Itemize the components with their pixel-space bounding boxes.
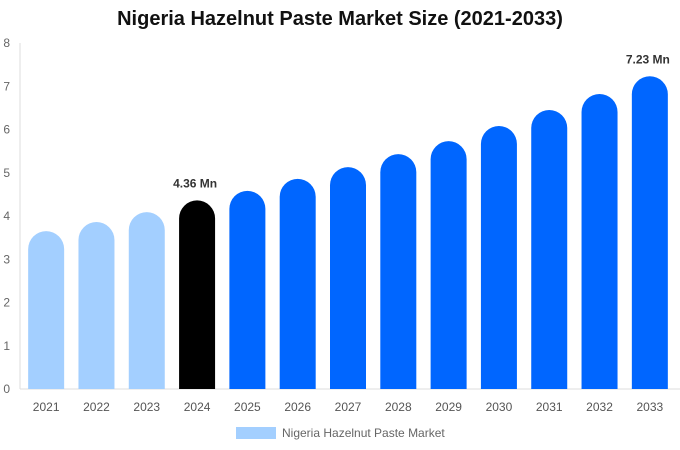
y-tick-label: 2 (3, 296, 10, 310)
x-tick-label: 2029 (435, 400, 462, 414)
bar-2024 (179, 200, 216, 389)
data-label: 4.36 Mn (173, 176, 217, 190)
x-tick-label: 2033 (636, 400, 663, 414)
bar-2027 (330, 167, 366, 389)
bar-2030 (480, 126, 517, 390)
y-tick-label: 3 (3, 252, 10, 266)
x-tick-label: 2027 (335, 400, 362, 414)
bar-2032 (581, 94, 618, 389)
x-tick-label: 2032 (586, 400, 613, 414)
data-label: 7.23 Mn (626, 52, 670, 66)
x-tick-label: 2024 (184, 400, 211, 414)
x-tick-label: 2028 (385, 400, 412, 414)
legend-label: Nigeria Hazelnut Paste Market (282, 426, 445, 440)
y-tick-label: 0 (3, 382, 10, 396)
bar-2023 (128, 212, 165, 389)
bar-2026 (279, 178, 316, 389)
bar-2029 (430, 141, 467, 389)
bar-2022 (78, 222, 115, 389)
legend[interactable]: Nigeria Hazelnut Paste Market (236, 426, 445, 440)
bar-2021 (28, 231, 65, 389)
bar-2033 (631, 76, 668, 390)
x-tick-label: 2023 (133, 400, 160, 414)
x-tick-label: 2025 (234, 400, 261, 414)
y-tick-label: 4 (3, 209, 10, 223)
x-tick-label: 2030 (486, 400, 513, 414)
x-tick-label: 2026 (284, 400, 311, 414)
y-tick-label: 1 (3, 339, 10, 353)
y-tick-label: 8 (3, 36, 10, 50)
bar-2028 (380, 154, 417, 389)
bar-2025 (229, 190, 266, 389)
y-tick-label: 6 (3, 123, 10, 137)
y-tick-label: 7 (3, 79, 10, 93)
y-tick-label: 5 (3, 166, 10, 180)
x-tick-label: 2021 (33, 400, 60, 414)
x-tick-label: 2022 (83, 400, 110, 414)
bar-2031 (531, 110, 568, 389)
chart-title: Nigeria Hazelnut Paste Market Size (2021… (117, 8, 563, 30)
legend-swatch (236, 427, 276, 439)
x-tick-label: 2031 (536, 400, 563, 414)
